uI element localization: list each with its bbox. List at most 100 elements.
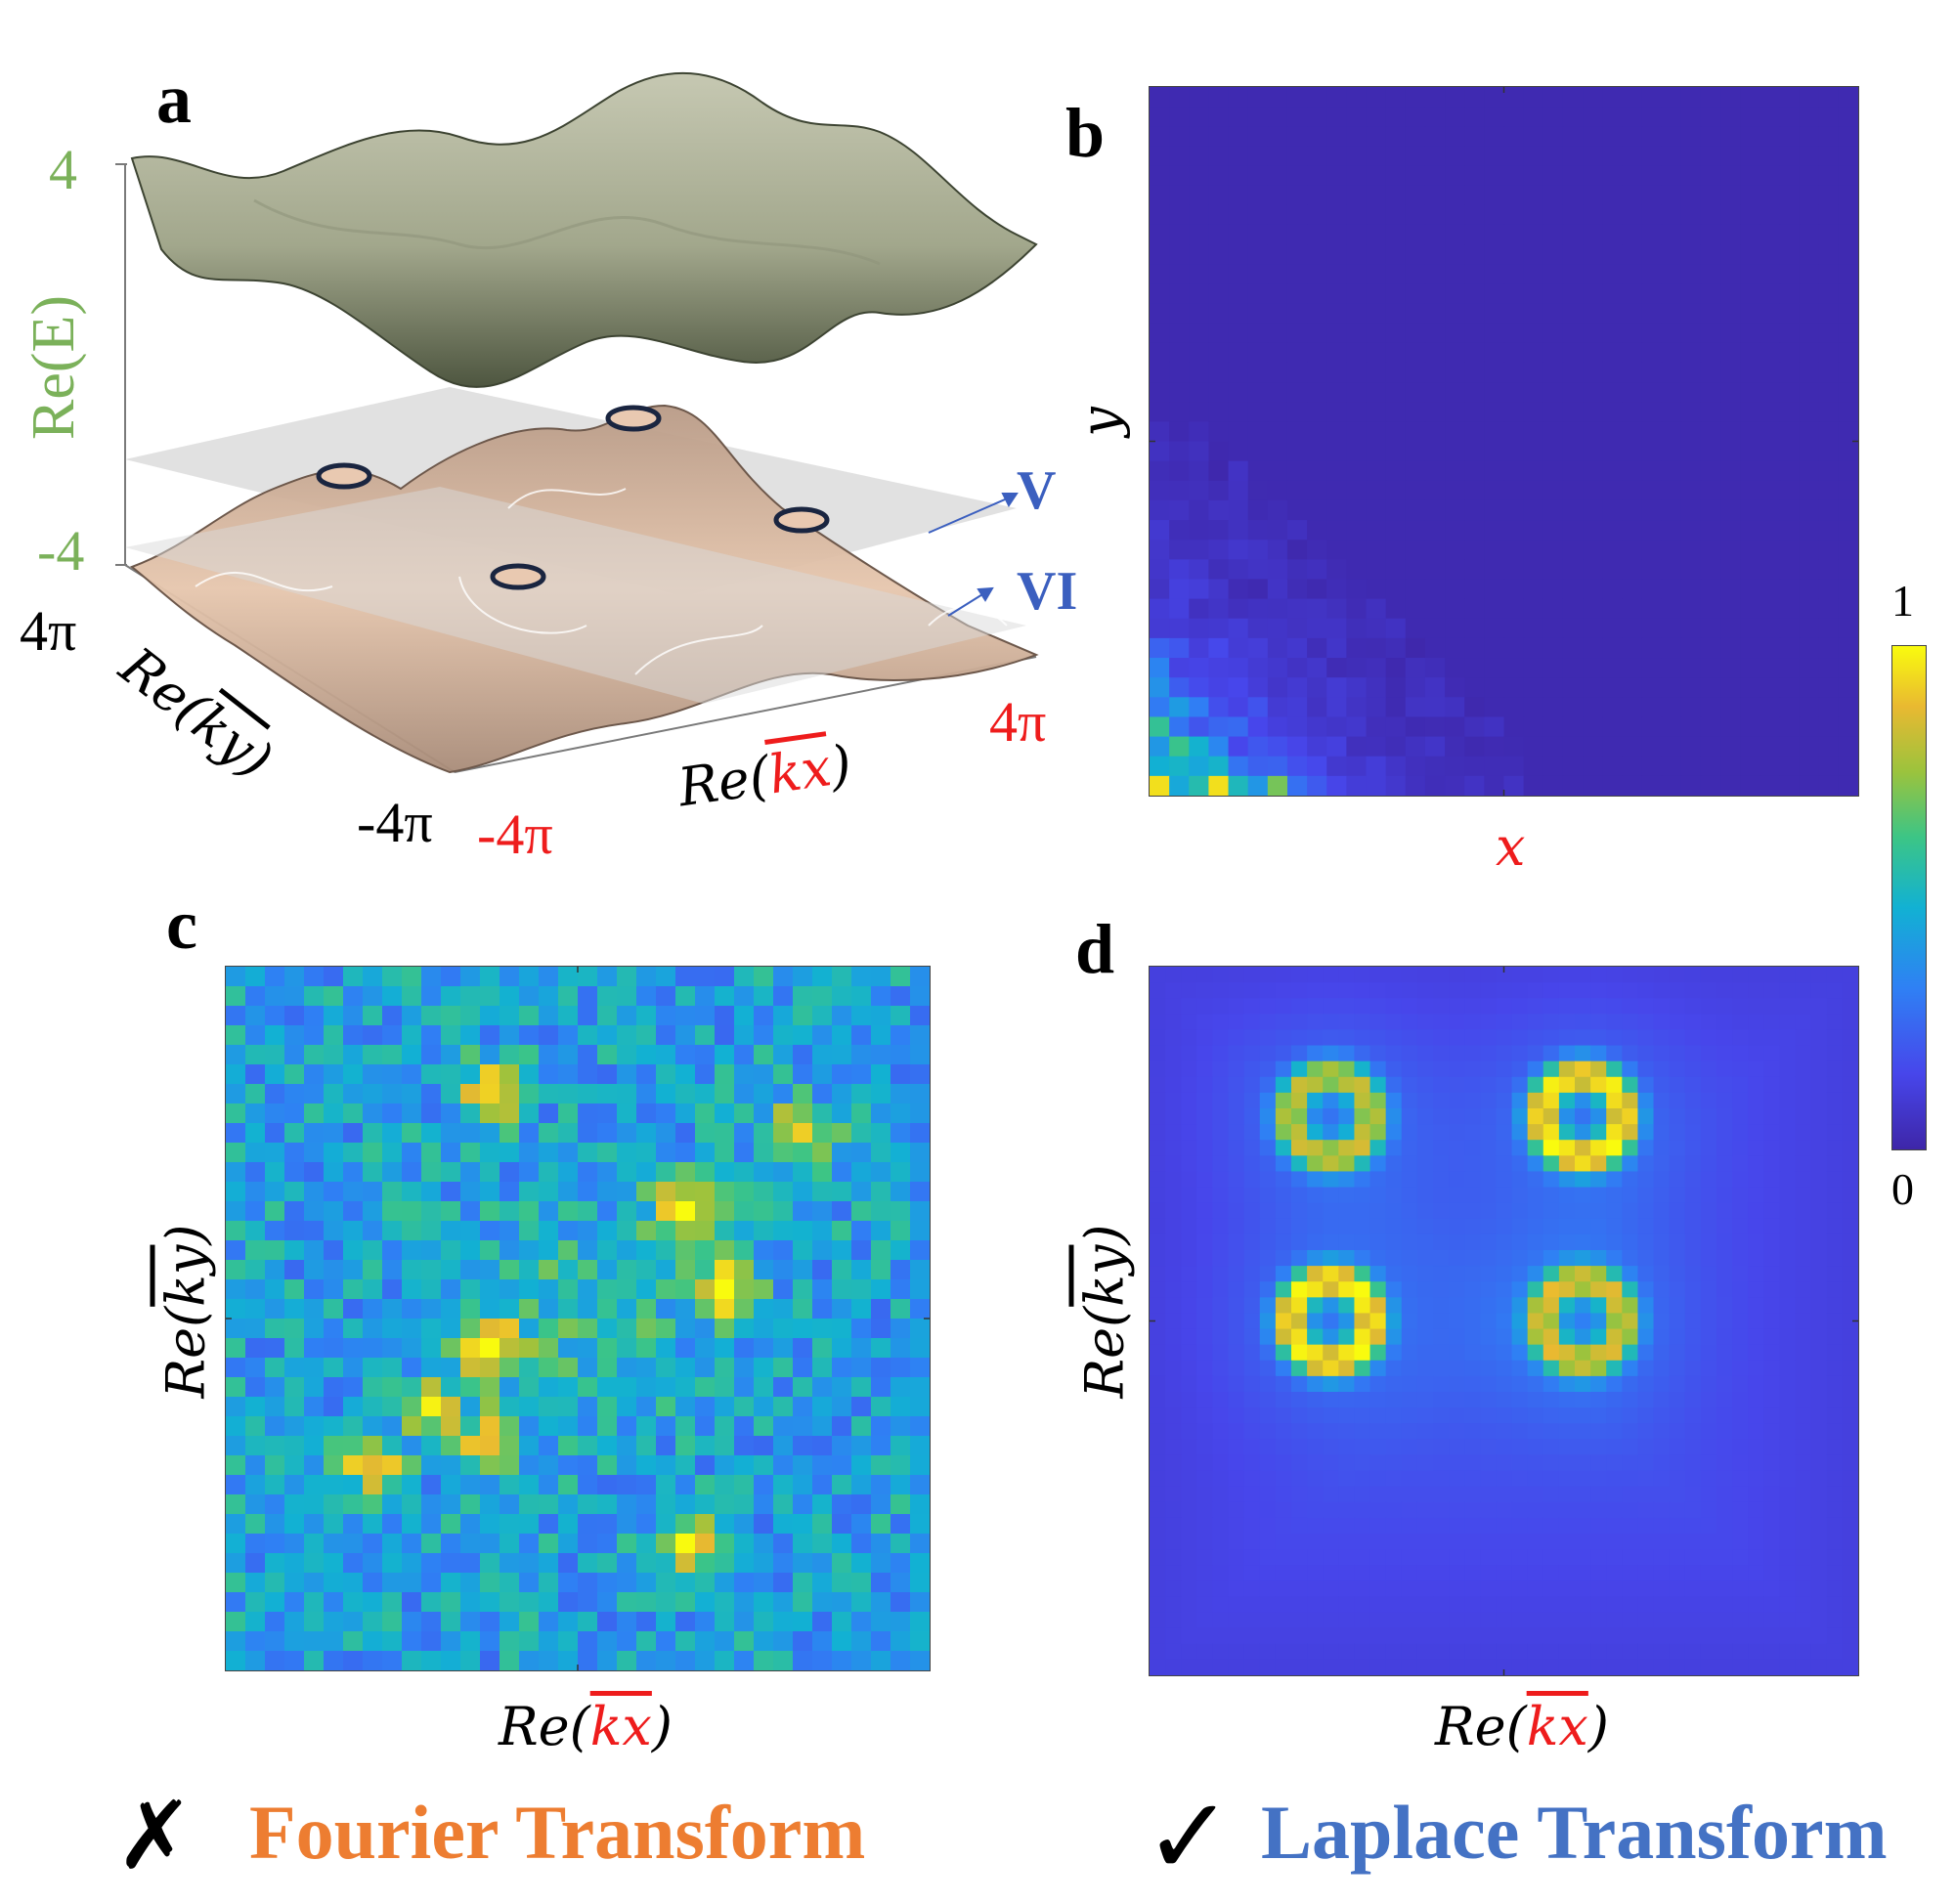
heatmap-d-cell [1622, 1423, 1639, 1440]
heatmap-c-cell [851, 1201, 872, 1222]
plane-label-V: V [1017, 460, 1057, 521]
heatmap-b-cell [1286, 323, 1308, 344]
heatmap-c-cell [871, 1123, 891, 1144]
heatmap-b-cell [1760, 224, 1781, 245]
heatmap-b-cell [1464, 637, 1485, 659]
heatmap-b-cell [1424, 185, 1446, 206]
heatmap-d-cell [1307, 1439, 1324, 1456]
heatmap-c-cell [265, 1103, 285, 1124]
heatmap-d-cell [1511, 1486, 1529, 1503]
heatmap-b-cell [1464, 756, 1485, 777]
heatmap-b-cell [1720, 185, 1741, 206]
heatmap-c-cell [324, 1319, 344, 1339]
heatmap-d-cell [1338, 1124, 1356, 1141]
heatmap-b-cell [1484, 421, 1505, 443]
heatmap-c-cell [284, 967, 305, 987]
heatmap-b-cell [1562, 185, 1584, 206]
heatmap-d-cell [1716, 998, 1733, 1015]
heatmap-d-cell [1779, 1171, 1797, 1189]
heatmap-b-cell [1189, 382, 1210, 403]
heatmap-d-cell [1212, 967, 1230, 983]
heatmap-c-cell [597, 1592, 618, 1613]
heatmap-c-cell [773, 1123, 794, 1144]
heatmap-d-cell [1527, 1060, 1544, 1078]
heatmap-d-cell [1575, 1486, 1591, 1503]
heatmap-b-cell [1326, 658, 1347, 678]
heatmap-b-cell [1641, 637, 1663, 659]
heatmap-b-cell [1542, 303, 1564, 325]
heatmap-b-cell [1562, 499, 1584, 521]
heatmap-c-cell [226, 1319, 246, 1339]
heatmap-d-cell [1684, 1140, 1702, 1156]
heatmap-d-cell [1779, 1060, 1797, 1078]
heatmap-d-cell [1291, 1014, 1308, 1031]
heatmap-c-cell [441, 1319, 461, 1339]
heatmap-c-cell [558, 1475, 579, 1495]
heatmap-b-cell [1169, 756, 1190, 777]
heatmap-b-cell [1267, 126, 1288, 148]
heatmap-d-cell [1150, 1124, 1166, 1141]
heatmap-d-cell [1307, 1155, 1324, 1173]
heatmap-d-cell [1716, 1375, 1733, 1393]
heatmap-d-cell [1748, 1643, 1764, 1661]
heatmap-d-cell [1669, 1045, 1686, 1062]
heatmap-b-cell [1385, 362, 1407, 383]
heatmap-d-cell [1558, 1470, 1576, 1488]
heatmap-c-cell [695, 1475, 716, 1495]
heatmap-c-cell [578, 1592, 598, 1613]
heatmap-d-cell [1637, 1454, 1655, 1472]
heatmap-d-cell [1810, 1250, 1828, 1267]
heatmap-b-cell [1503, 165, 1525, 187]
heatmap-d-cell [1558, 1439, 1576, 1456]
heatmap-c-cell [891, 1221, 911, 1241]
heatmap-d-cell [1433, 1250, 1450, 1267]
heatmap-c-cell [715, 1397, 735, 1417]
heatmap-d-cell [1622, 1218, 1639, 1235]
heatmap-b-cell [1641, 499, 1663, 521]
heatmap-d-cell [1795, 1202, 1812, 1220]
heatmap-b-cell [1503, 185, 1525, 206]
heatmap-c-cell [617, 1123, 637, 1144]
heatmap-d-cell [1511, 1233, 1529, 1251]
heatmap-b-cell [1740, 756, 1760, 777]
heatmap-b-cell [1680, 637, 1702, 659]
heatmap-b-cell [1405, 775, 1426, 796]
heatmap-c-cell [480, 1045, 500, 1065]
heatmap-b-cell [1366, 637, 1387, 659]
heatmap-d-cell [1795, 967, 1812, 983]
heatmap-b-cell [1307, 637, 1327, 659]
heatmap-b-cell [1779, 204, 1801, 226]
heatmap-d-cell [1433, 1108, 1450, 1125]
heatmap-c-cell [324, 1436, 344, 1456]
heatmap-c-cell [421, 1143, 442, 1163]
heatmap-c-cell [832, 1143, 852, 1163]
heatmap-b-cell [1799, 637, 1820, 659]
heatmap-d-cell [1669, 1659, 1686, 1675]
heatmap-c-cell [754, 1475, 774, 1495]
heatmap-b-cell [1720, 598, 1741, 620]
heatmap-c-cell [675, 1143, 696, 1163]
heatmap-d-cell [1480, 1392, 1498, 1408]
heatmap-d-cell [1196, 1218, 1214, 1235]
heatmap-b-cell [1424, 283, 1446, 305]
heatmap-b-cell [1424, 146, 1446, 167]
heatmap-b-cell [1622, 185, 1643, 206]
heatmap-c-cell [636, 1338, 657, 1359]
heatmap-c-cell [460, 1025, 481, 1046]
heatmap-c-cell [832, 1612, 852, 1632]
heatmap-c-cell [597, 1143, 618, 1163]
heatmap-d-cell [1480, 1517, 1498, 1535]
heatmap-d-cell [1354, 1155, 1371, 1173]
heatmap-d-cell [1511, 1187, 1529, 1204]
heatmap-d-cell [1542, 982, 1560, 999]
heatmap-b-cell [1247, 224, 1269, 245]
heatmap-b-cell [1484, 540, 1505, 560]
heatmap-c-cell [715, 1299, 735, 1320]
heatmap-d-cell [1181, 998, 1197, 1015]
heatmap-d-cell [1496, 1360, 1513, 1377]
heatmap-d-cell [1401, 1155, 1418, 1173]
heatmap-b-cell [1286, 658, 1308, 678]
heatmap-d-cell [1700, 1250, 1717, 1267]
heatmap-c-cell [343, 1612, 364, 1632]
heatmap-d-cell [1810, 1454, 1828, 1472]
